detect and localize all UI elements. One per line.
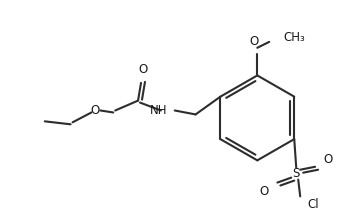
Text: O: O (138, 63, 148, 76)
Text: Cl: Cl (307, 198, 319, 211)
Text: CH₃: CH₃ (283, 31, 305, 44)
Text: O: O (250, 35, 259, 48)
Text: O: O (91, 104, 100, 117)
Text: S: S (293, 167, 300, 180)
Text: O: O (323, 153, 332, 166)
Text: NH: NH (150, 104, 168, 117)
Text: O: O (259, 185, 268, 198)
